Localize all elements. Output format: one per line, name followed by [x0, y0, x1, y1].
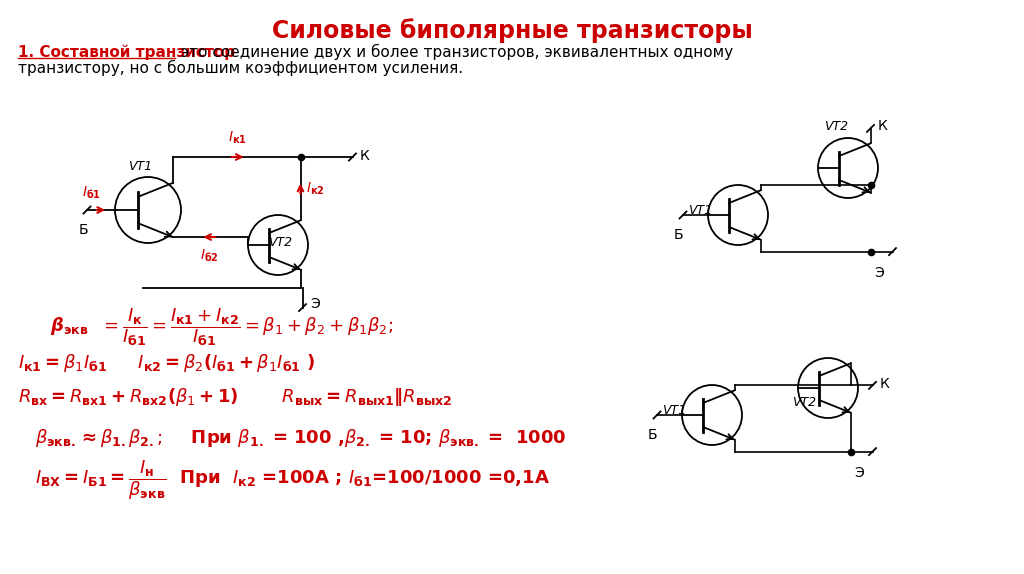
Text: VT1: VT1: [662, 404, 686, 417]
Text: $\boldsymbol{I_{\mathbf{к1}} = \beta_1 I_{\mathbf{б1}}}$     $\boldsymbol{I_{\ma: $\boldsymbol{I_{\mathbf{к1}} = \beta_1 I…: [18, 352, 314, 374]
Text: $I_{\mathbf{к2}}$: $I_{\mathbf{к2}}$: [305, 180, 324, 197]
Text: Э: Э: [874, 266, 885, 280]
Text: К: К: [359, 149, 370, 163]
Text: VT1: VT1: [128, 160, 152, 173]
Text: $\boldsymbol{I_{\mathbf{ВХ}} = I_{\mathbf{Б1}} = \dfrac{I_{\mathbf{н}}}{\beta_{\: $\boldsymbol{I_{\mathbf{ВХ}} = I_{\mathb…: [35, 458, 550, 502]
Text: VT2: VT2: [792, 396, 816, 409]
Text: 1. Составной транзистор: 1. Составной транзистор: [18, 44, 236, 60]
Text: Б: Б: [647, 428, 656, 442]
Text: это соединение двух и более транзисторов, эквивалентных одному: это соединение двух и более транзисторов…: [176, 44, 733, 60]
Text: Э: Э: [310, 297, 321, 311]
Text: Б: Б: [78, 223, 88, 237]
Text: $\boldsymbol{\beta_{\mathbf{экв.}} \approx \beta_{\mathbf{1.}}\beta_{\mathbf{2.}: $\boldsymbol{\beta_{\mathbf{экв.}} \appr…: [35, 427, 566, 449]
Text: VT2: VT2: [824, 120, 848, 133]
Text: $\boldsymbol{\beta}_{\mathbf{экв}}$  $= \dfrac{I_{\mathbf{к}}}{I_{\mathbf{б1}}} : $\boldsymbol{\beta}_{\mathbf{экв}}$ $= \…: [50, 306, 393, 348]
Text: Э: Э: [854, 466, 864, 480]
Text: Силовые биполярные транзисторы: Силовые биполярные транзисторы: [271, 18, 753, 43]
Text: К: К: [880, 377, 889, 391]
Text: VT1: VT1: [688, 204, 712, 216]
Text: VT2: VT2: [268, 236, 292, 250]
Text: $I_{\mathbf{к1}}$: $I_{\mathbf{к1}}$: [228, 130, 247, 146]
Text: К: К: [878, 119, 887, 133]
Text: $\boldsymbol{R_{\mathbf{вх}}=R_{\mathbf{вх1}} + R_{\mathbf{вх2}}(\beta_1 + 1)}$ : $\boldsymbol{R_{\mathbf{вх}}=R_{\mathbf{…: [18, 386, 453, 408]
Text: Б: Б: [673, 228, 683, 242]
Text: $I_{\mathbf{б2}}$: $I_{\mathbf{б2}}$: [200, 248, 219, 265]
Text: транзистору, но с большим коэффициентом усиления.: транзистору, но с большим коэффициентом …: [18, 60, 463, 76]
Text: $I_{\mathbf{б1}}$: $I_{\mathbf{б1}}$: [82, 185, 100, 201]
